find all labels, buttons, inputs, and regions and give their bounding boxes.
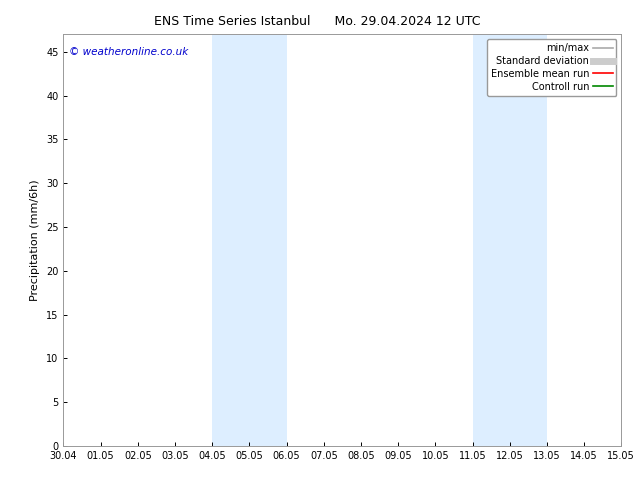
- Text: © weatheronline.co.uk: © weatheronline.co.uk: [69, 47, 188, 57]
- Text: ENS Time Series Istanbul      Mo. 29.04.2024 12 UTC: ENS Time Series Istanbul Mo. 29.04.2024 …: [154, 15, 480, 28]
- Y-axis label: Precipitation (mm/6h): Precipitation (mm/6h): [30, 179, 41, 301]
- Bar: [212, 34, 287, 446]
- Bar: [472, 34, 547, 446]
- Legend: min/max, Standard deviation, Ensemble mean run, Controll run: min/max, Standard deviation, Ensemble me…: [487, 39, 616, 96]
